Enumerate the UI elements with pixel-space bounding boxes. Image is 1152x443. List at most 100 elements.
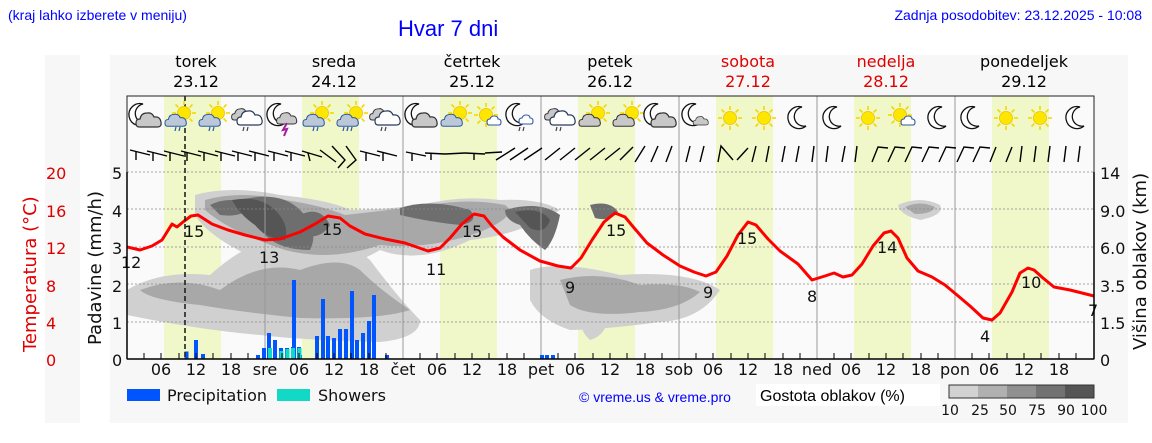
svg-text:18: 18 (911, 360, 931, 379)
temp-label: 10 (1021, 273, 1041, 292)
legend: Precipitation Showers © vreme.us & vreme… (127, 384, 1107, 419)
sun-icon (1027, 105, 1053, 131)
page-title: Hvar 7 dni (398, 16, 499, 41)
svg-text:1.5: 1.5 (1100, 314, 1125, 333)
svg-text:12: 12 (324, 360, 344, 379)
temp-label: 12 (121, 253, 141, 272)
svg-text:3: 3 (112, 239, 122, 258)
legend-showers: Showers (318, 386, 386, 405)
precipitation-axis-ticks: 5 4 3 2 1 0 (112, 164, 122, 370)
last-updated: Zadnja posodobitev: 23.12.2025 - 10:08 (894, 7, 1142, 23)
location-hint: (kraj lahko izberete v meniju) (8, 7, 187, 23)
temp-label: 11 (426, 260, 446, 279)
temperature-line (126, 211, 1095, 322)
day-header-tue: torek 23.12 (173, 52, 219, 91)
svg-text:12: 12 (462, 360, 482, 379)
cloud-density-label: Gostota oblakov (%) (760, 388, 905, 405)
svg-text:2: 2 (112, 277, 122, 296)
svg-text:100: 100 (1081, 403, 1108, 419)
temp-label: 9 (565, 278, 575, 297)
svg-text:4: 4 (112, 202, 122, 221)
x-tick-marks (143, 353, 1077, 359)
svg-text:14: 14 (1100, 164, 1120, 183)
wind-barbs (129, 144, 1081, 169)
svg-text:18: 18 (773, 360, 793, 379)
temp-label: 8 (807, 287, 817, 306)
svg-text:18: 18 (635, 360, 655, 379)
showers-swatch (277, 389, 310, 401)
svg-text:75: 75 (1028, 403, 1046, 419)
temp-label: 15 (462, 222, 482, 241)
svg-text:6.0: 6.0 (1100, 239, 1125, 258)
temp-label: 15 (322, 220, 342, 239)
svg-text:9.0: 9.0 (1100, 202, 1125, 221)
svg-text:sre: sre (253, 360, 277, 379)
sun-icon (717, 105, 743, 131)
svg-text:06: 06 (151, 360, 171, 379)
svg-text:06: 06 (979, 360, 999, 379)
temp-label: 13 (259, 248, 279, 267)
svg-text:1: 1 (112, 314, 122, 333)
svg-text:16: 16 (46, 202, 66, 221)
horizontal-gridlines (127, 171, 1094, 323)
cloud-height-axis-ticks: 14 9.0 6.0 3.5 1.5 0 (1100, 164, 1125, 370)
svg-text:12: 12 (600, 360, 620, 379)
svg-text:12: 12 (1014, 360, 1034, 379)
day-header-sun: nedelja 28.12 (856, 52, 916, 91)
temperature-axis-panel (45, 55, 80, 423)
svg-text:12: 12 (738, 360, 758, 379)
sun-icon (751, 105, 777, 131)
svg-text:25: 25 (971, 403, 989, 419)
svg-text:12: 12 (46, 239, 66, 258)
svg-text:pon: pon (940, 360, 970, 379)
svg-text:06: 06 (703, 360, 723, 379)
temp-label: 14 (877, 238, 897, 257)
svg-text:18: 18 (497, 360, 517, 379)
svg-text:06: 06 (565, 360, 585, 379)
temp-label: 15 (184, 222, 204, 241)
svg-text:18: 18 (221, 360, 241, 379)
temp-label: 4 (980, 327, 990, 346)
svg-text:sob: sob (665, 360, 693, 379)
svg-text:18: 18 (359, 360, 379, 379)
svg-text:12: 12 (186, 360, 206, 379)
day-dividers (264, 96, 956, 359)
day-header-wed: sreda 24.12 (311, 52, 357, 91)
precipitation-swatch (127, 389, 160, 401)
svg-text:0: 0 (46, 351, 56, 370)
svg-text:06: 06 (427, 360, 447, 379)
day-headers: torek 23.12 sreda 24.12 četrtek 25.12 petek… (0, 52, 1152, 96)
x-tick-labels: 06 12 18 sre 06 12 18 čet 06 12 18 pet 0… (151, 360, 1069, 379)
temp-label: 7 (1088, 301, 1098, 320)
svg-text:10: 10 (941, 403, 959, 419)
svg-text:20: 20 (46, 164, 66, 183)
svg-text:pet: pet (528, 360, 554, 379)
svg-text:0: 0 (112, 351, 122, 370)
day-header-sat: sobota 27.12 (720, 52, 776, 91)
sun-icon (855, 105, 881, 131)
temperature-labels: 12 15 13 15 11 15 9 15 9 15 8 14 4 10 7 (121, 220, 1098, 346)
svg-text:18: 18 (1049, 360, 1069, 379)
day-header-mon: ponedeljek 29.12 (980, 52, 1068, 91)
weather-icons (128, 100, 1085, 137)
temperature-axis-ticks: 20 16 12 8 4 0 (46, 164, 66, 370)
svg-text:50: 50 (999, 403, 1017, 419)
temp-label: 15 (606, 221, 626, 240)
legend-precipitation: Precipitation (167, 386, 267, 405)
cloud-density-scale (948, 384, 1095, 399)
day-header-fri: petek 26.12 (587, 52, 633, 91)
svg-text:06: 06 (841, 360, 861, 379)
svg-text:4: 4 (46, 314, 56, 333)
temp-label: 15 (737, 229, 757, 248)
cloud-height-axis-label: Višina oblakov (km) (1130, 173, 1151, 350)
day-header-thu: četrtek 25.12 (443, 52, 501, 91)
svg-text:12: 12 (876, 360, 896, 379)
credit-link[interactable]: © vreme.us & vreme.pro (579, 389, 731, 405)
svg-text:čet: čet (391, 360, 416, 379)
precipitation-axis-label: Padavine (mm/h) (85, 191, 106, 345)
svg-text:3.5: 3.5 (1100, 277, 1125, 296)
svg-text:06: 06 (289, 360, 309, 379)
sun-icon (993, 105, 1019, 131)
svg-text:ned: ned (802, 360, 832, 379)
